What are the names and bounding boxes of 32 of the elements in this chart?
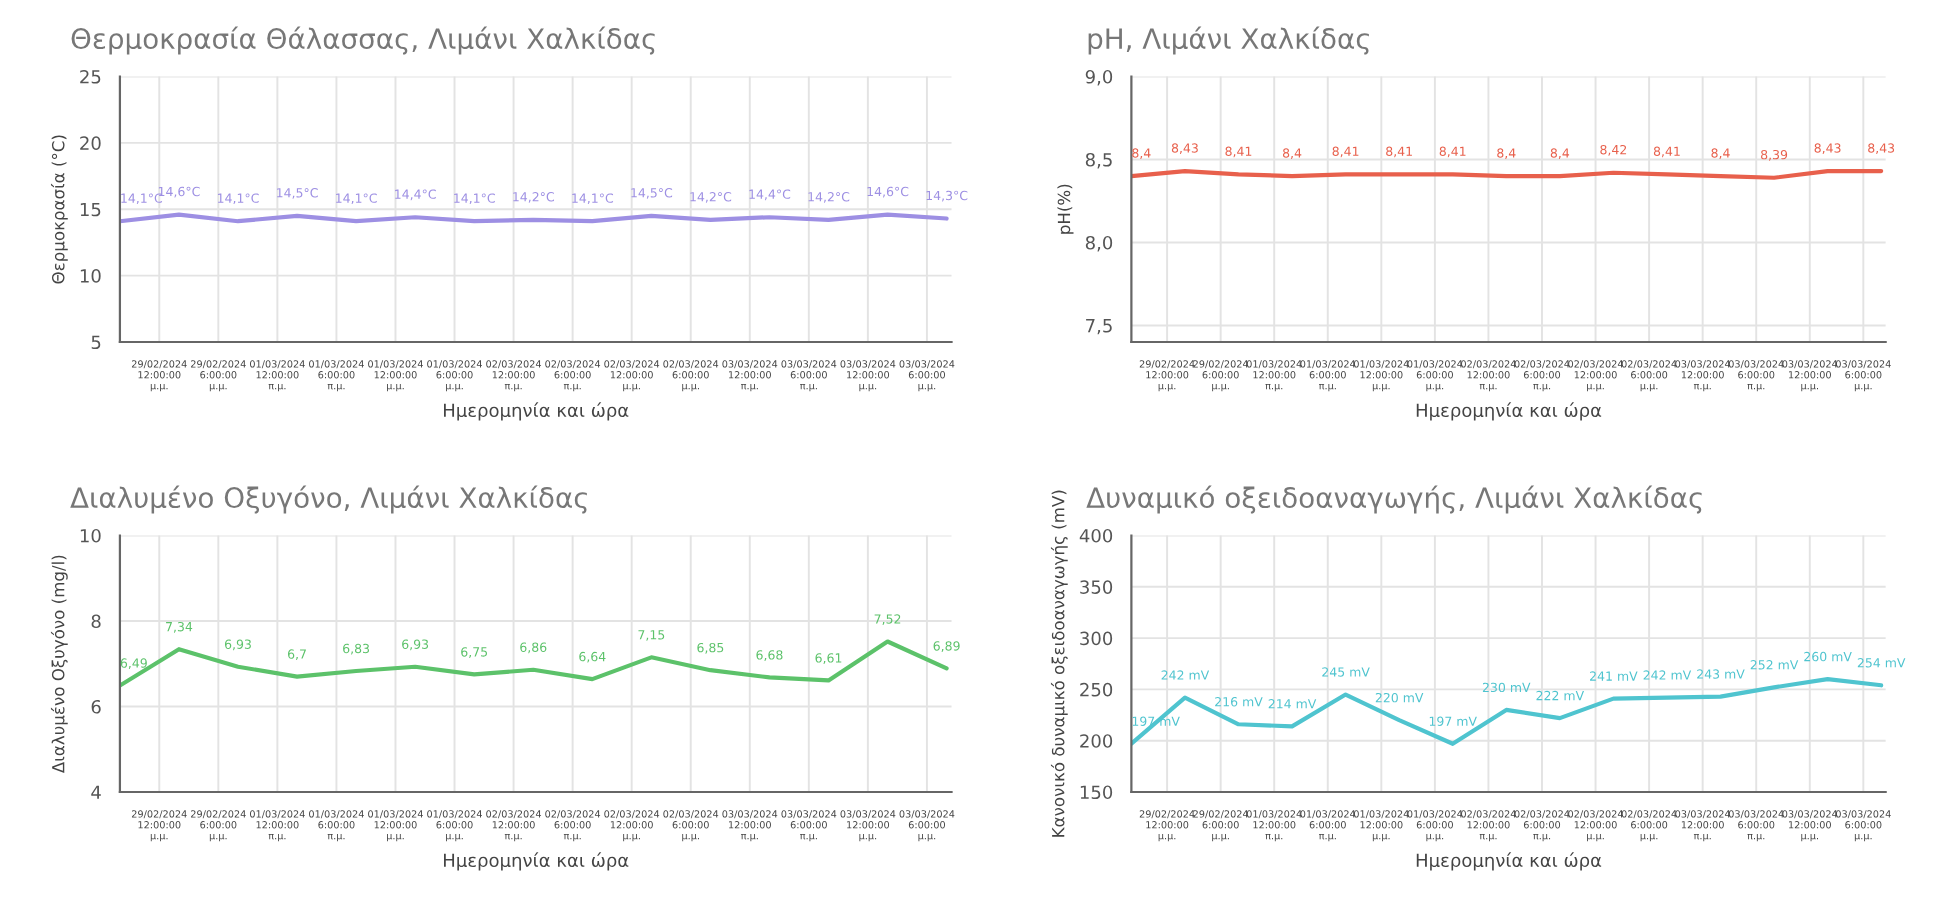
y-tick-label: 8,5 bbox=[1085, 152, 1112, 169]
y-tick-label: 8,0 bbox=[1085, 235, 1113, 252]
y-tick-label: 350 bbox=[1080, 580, 1113, 594]
x-axis-title: Ημερομηνία και ώρα bbox=[444, 852, 629, 871]
x-axis-title: Ημερομηνία και ώρα bbox=[1416, 402, 1602, 421]
y-tick-label: 20 bbox=[80, 136, 101, 150]
y-axis-title: Θερμοκρασία (°C) bbox=[50, 135, 68, 284]
y-axis-title: pH(%) bbox=[1057, 184, 1074, 234]
line-series bbox=[1131, 677, 1884, 746]
y-tick-label: 5 bbox=[91, 335, 101, 350]
y-tick-label: 7,5 bbox=[1086, 319, 1112, 335]
y-tick-label: 6 bbox=[91, 699, 101, 714]
y-axis-title: Διαλυμένο Οξυγόνο (mg/l) bbox=[50, 555, 68, 774]
y-tick-label: 200 bbox=[1080, 734, 1113, 748]
y-tick-label: 300 bbox=[1080, 631, 1113, 646]
y-tick-label: 150 bbox=[1080, 785, 1113, 800]
chart-title: Δυναμικό οξειδοαναγωγής, Λιμάνι Χαλκίδας bbox=[1086, 485, 1702, 514]
y-tick-label: 9,0 bbox=[1085, 69, 1113, 86]
x-axis-title: Ημερομηνία και ώρα bbox=[444, 402, 629, 421]
y-tick-label: 4 bbox=[91, 785, 101, 799]
y-axis-title: Κανονικό δυναμικό οξειδοαναγωγής (mV) bbox=[1050, 490, 1068, 837]
y-tick-label: 250 bbox=[1080, 682, 1113, 697]
y-tick-label: 10 bbox=[80, 528, 101, 543]
y-tick-label: 8 bbox=[91, 614, 101, 629]
y-tick-label: 10 bbox=[80, 269, 101, 283]
y-tick-label: 400 bbox=[1079, 528, 1113, 543]
chart-title: pH, Λιμάνι Χαλκίδας bbox=[1088, 26, 1369, 55]
chart-title: Διαλυμένο Οξυγόνο, Λιμάνι Χαλκίδας bbox=[70, 485, 587, 514]
y-tick-label: 25 bbox=[80, 69, 101, 84]
chart-title: Θερμοκρασία Θάλασσας, Λιμάνι Χαλκίδας bbox=[71, 26, 655, 55]
x-axis-title: Ημερομηνία και ώρα bbox=[1416, 852, 1602, 871]
y-tick-label: 15 bbox=[80, 202, 101, 217]
